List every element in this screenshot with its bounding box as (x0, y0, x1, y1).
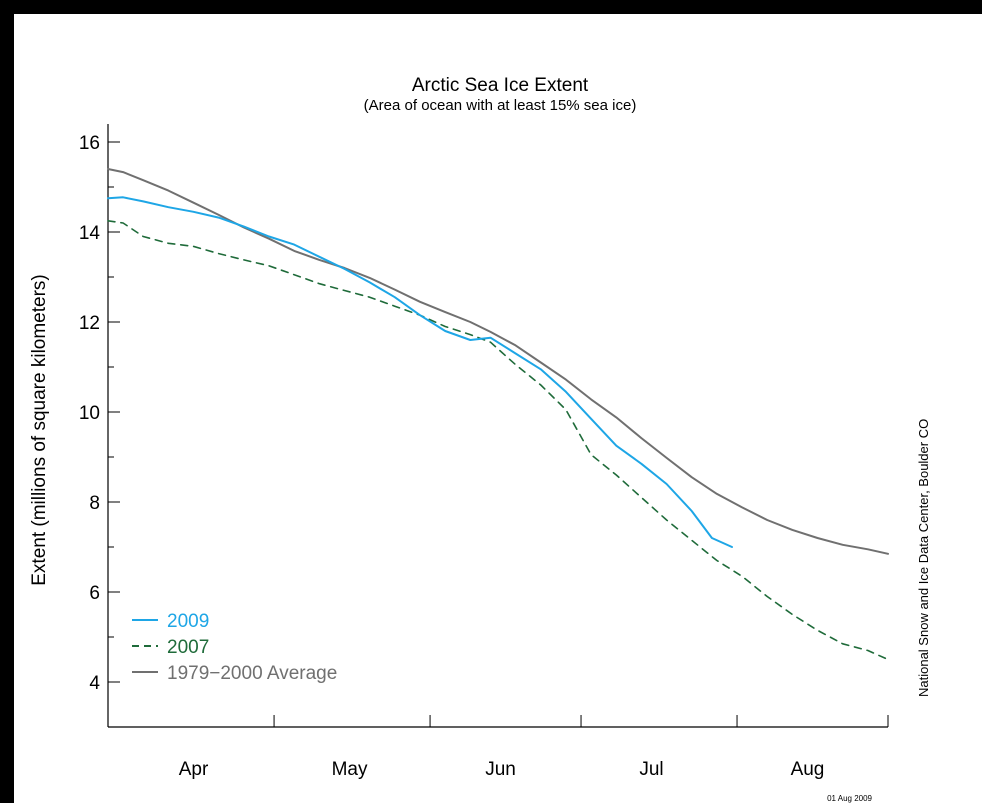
series-lines (107, 168, 889, 661)
y-tick-label: 14 (79, 223, 101, 244)
source-note: National Snow and Ice Data Center, Bould… (916, 419, 931, 697)
y-tick-label: 12 (79, 313, 100, 334)
y-tick-label: 10 (79, 403, 100, 424)
legend-average-label: 1979−2000 Average (167, 663, 337, 684)
series-line-2009 (107, 196, 733, 548)
x-tick-label: Jul (639, 759, 663, 780)
x-tick-label: Apr (179, 759, 209, 780)
y-tick-label: 16 (79, 133, 100, 154)
x-tick-label: Jun (485, 759, 516, 780)
axes: 4 6 8 10 12 14 16 Apr May Jun Jul Aug (79, 124, 889, 780)
y-axis-label: Extent (millions of square kilometers) (29, 274, 50, 586)
date-stamp: 01 Aug 2009 (827, 794, 872, 803)
series-line-average (107, 168, 889, 555)
y-tick-label: 4 (89, 673, 100, 694)
y-tick-label: 6 (89, 583, 100, 604)
chart-title: Arctic Sea Ice Extent (412, 75, 589, 96)
x-tick-label: May (332, 759, 368, 780)
legend-2009-label: 2009 (167, 611, 209, 632)
x-tick-label: Aug (791, 759, 825, 780)
chart-panel (14, 14, 982, 803)
series-line-2007 (107, 220, 889, 661)
legend: 2009 2007 1979−2000 Average (132, 611, 337, 684)
chart-subtitle: (Area of ocean with at least 15% sea ice… (364, 97, 637, 114)
y-tick-label: 8 (89, 493, 100, 514)
legend-2007-label: 2007 (167, 637, 209, 658)
